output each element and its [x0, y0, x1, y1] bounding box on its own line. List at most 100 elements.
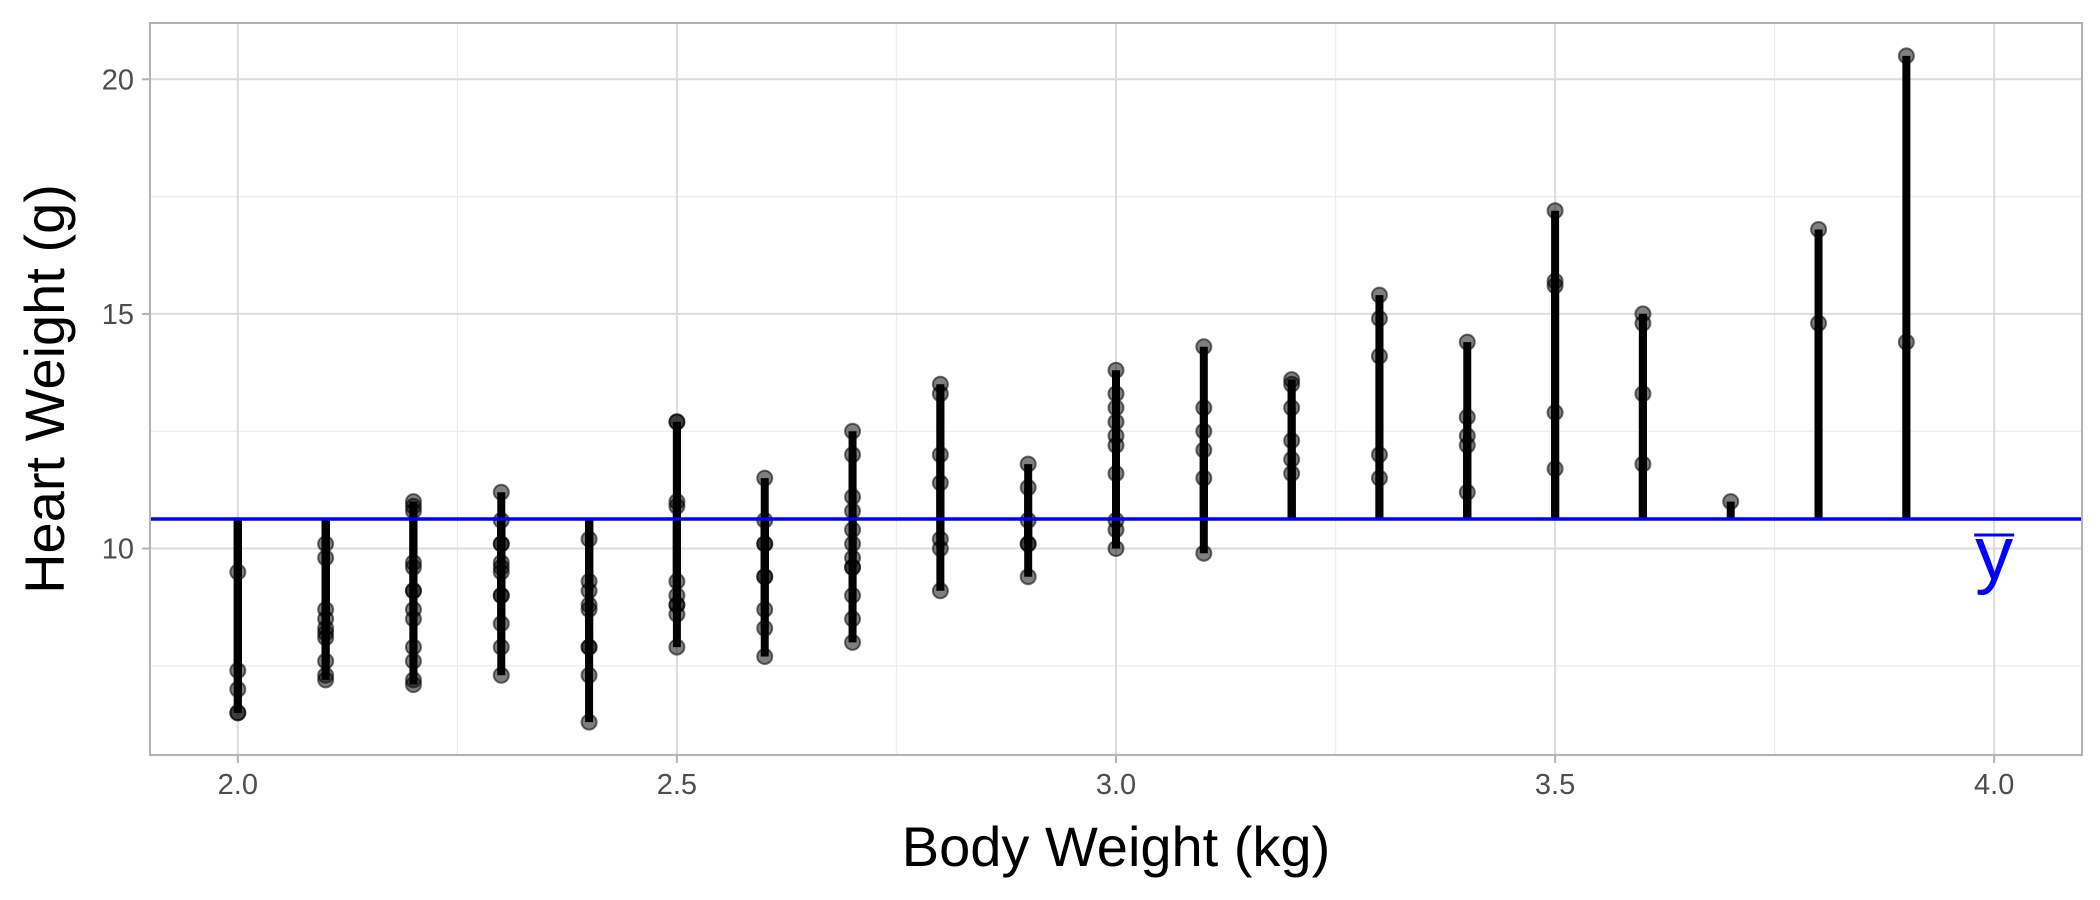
data-point [1897, 47, 1915, 65]
data-point [1019, 455, 1037, 473]
data-point [580, 638, 598, 656]
data-point [317, 652, 335, 670]
data-point [1107, 413, 1125, 431]
data-point [1195, 399, 1213, 417]
x-axis-title: Body Weight (kg) [902, 815, 1330, 878]
data-point [1546, 202, 1564, 220]
data-point [1370, 446, 1388, 464]
data-point [1634, 305, 1652, 323]
mean-line-label: y [1974, 511, 2015, 596]
data-point [317, 535, 335, 553]
data-point [1107, 464, 1125, 482]
data-point [844, 549, 862, 567]
data-point [844, 446, 862, 464]
data-point [317, 601, 335, 619]
data-point [756, 535, 774, 553]
data-point [404, 652, 422, 670]
x-tick-label: 2.0 [218, 769, 258, 801]
data-point [1019, 479, 1037, 497]
data-point [844, 586, 862, 604]
data-point [229, 704, 247, 722]
data-point [229, 680, 247, 698]
data-point [404, 582, 422, 600]
data-point [1810, 314, 1828, 332]
data-point [668, 572, 686, 590]
y-tick-label: 15 [102, 299, 134, 331]
data-point [931, 530, 949, 548]
y-axis-ticks: 10 15 20 [102, 64, 150, 566]
x-axis-ticks: 2.0 2.5 3.0 3.5 4.0 [218, 755, 2014, 801]
data-point [931, 582, 949, 600]
data-points [229, 47, 1915, 731]
data-point [1546, 272, 1564, 290]
data-point [1546, 403, 1564, 421]
data-point [404, 671, 422, 689]
x-tick-label: 2.5 [657, 769, 697, 801]
data-point [756, 568, 774, 586]
data-point [1195, 469, 1213, 487]
data-point [580, 666, 598, 684]
data-point [1283, 432, 1301, 450]
data-point [404, 601, 422, 619]
data-point [580, 713, 598, 731]
data-point [668, 586, 686, 604]
data-point [1107, 361, 1125, 379]
data-point [931, 474, 949, 492]
data-point [1107, 385, 1125, 403]
data-point [1634, 455, 1652, 473]
y-axis-title: Heart Weight (g) [13, 184, 76, 594]
data-point [1458, 427, 1476, 445]
data-point [1722, 493, 1740, 511]
data-point [1019, 568, 1037, 586]
data-point [844, 488, 862, 506]
data-point [492, 483, 510, 501]
data-point [404, 554, 422, 572]
data-point [756, 647, 774, 665]
data-point [317, 666, 335, 684]
data-point [1897, 333, 1915, 351]
data-point [668, 493, 686, 511]
data-point [1107, 427, 1125, 445]
data-point [1019, 535, 1037, 553]
x-tick-label: 4.0 [1974, 769, 2014, 801]
mean-label-text: y [1975, 511, 2013, 596]
data-point [1195, 338, 1213, 356]
data-point [317, 549, 335, 567]
data-point [931, 446, 949, 464]
data-point [404, 493, 422, 511]
data-point [492, 535, 510, 553]
data-point [580, 530, 598, 548]
data-point [668, 413, 686, 431]
data-point [844, 521, 862, 539]
data-point [756, 619, 774, 637]
data-point [756, 469, 774, 487]
data-point [492, 638, 510, 656]
data-point [844, 422, 862, 440]
data-point [1370, 310, 1388, 328]
data-point [1634, 385, 1652, 403]
data-point [1370, 286, 1388, 304]
data-point [668, 638, 686, 656]
data-point [756, 601, 774, 619]
y-tick-label: 10 [102, 534, 134, 566]
data-point [1283, 371, 1301, 389]
data-point [580, 572, 598, 590]
data-point [580, 596, 598, 614]
data-point [1458, 333, 1476, 351]
data-point [1458, 408, 1476, 426]
x-tick-label: 3.0 [1096, 769, 1136, 801]
data-point [844, 535, 862, 553]
data-point [1195, 422, 1213, 440]
data-point [1195, 544, 1213, 562]
data-point [1107, 399, 1125, 417]
data-point [1195, 441, 1213, 459]
data-point [844, 610, 862, 628]
data-point [492, 666, 510, 684]
data-point [1370, 347, 1388, 365]
data-point [844, 502, 862, 520]
data-point [1283, 450, 1301, 468]
data-point [1458, 483, 1476, 501]
data-point [229, 563, 247, 581]
data-point [229, 662, 247, 680]
